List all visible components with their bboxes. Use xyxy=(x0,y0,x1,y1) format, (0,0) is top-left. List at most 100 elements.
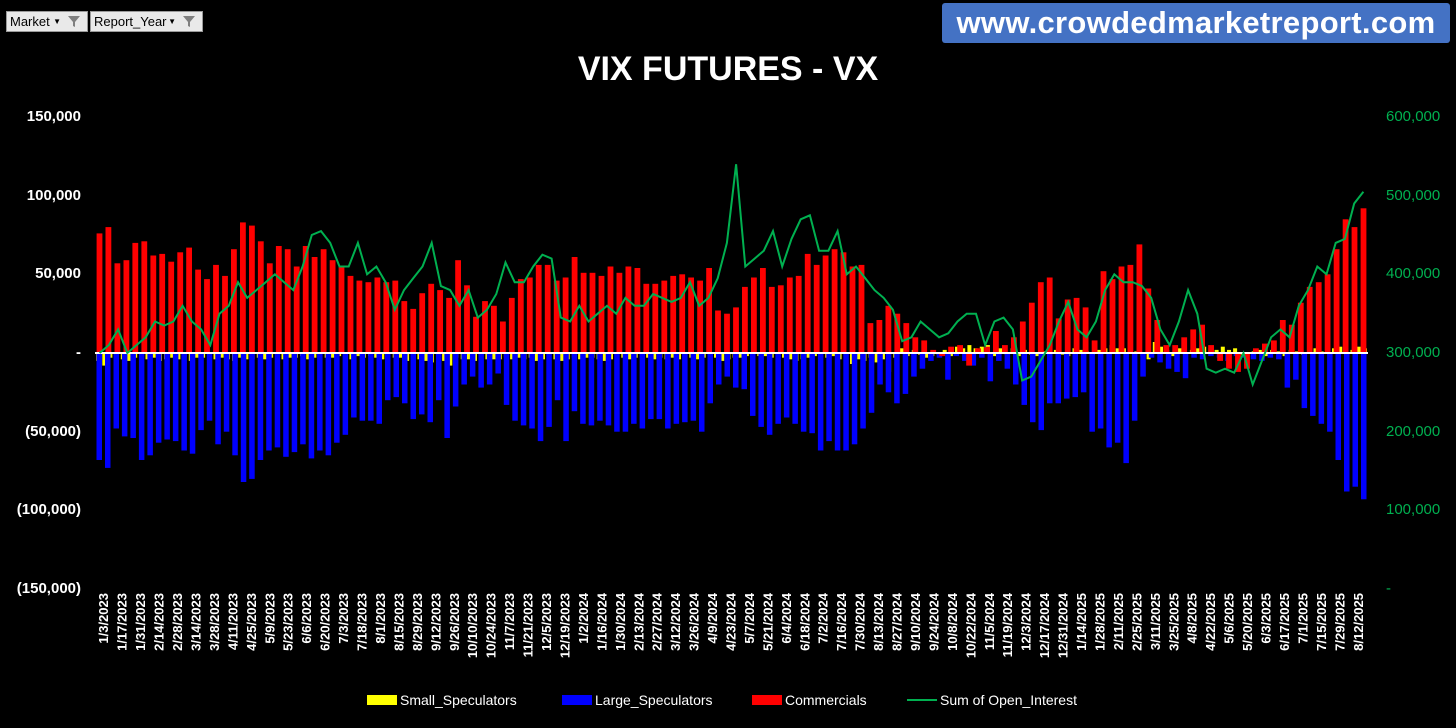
small-speculators-bar xyxy=(195,353,199,358)
small-speculators-bar xyxy=(1177,348,1182,353)
commercials-bar xyxy=(634,268,641,353)
commercials-bar xyxy=(912,337,919,353)
large-speculators-bar xyxy=(1199,353,1206,360)
large-speculators-bar xyxy=(334,353,340,443)
commercials-bar xyxy=(473,316,479,353)
small-speculators-bar xyxy=(578,353,583,360)
x-tick-label: 4/23/2024 xyxy=(724,592,739,651)
large-speculators-bar xyxy=(1047,353,1053,404)
commercials-bar xyxy=(1217,353,1223,361)
commercials-bar xyxy=(1127,264,1134,353)
large-speculators-bar xyxy=(1361,353,1367,500)
commercials-bar xyxy=(975,348,981,353)
x-tick-label: 11/7/2023 xyxy=(502,593,517,650)
small-speculators-bar xyxy=(584,353,589,358)
x-tick-label: 6/6/2023 xyxy=(299,593,314,644)
small-speculators-bar xyxy=(1115,348,1120,353)
large-speculators-bar xyxy=(359,353,366,421)
large-speculators-bar xyxy=(673,353,680,424)
large-speculators-bar xyxy=(291,353,298,453)
small-speculators-bar xyxy=(992,353,997,357)
small-speculators-bar xyxy=(967,345,972,353)
small-speculators-bar xyxy=(1220,346,1225,353)
small-speculators-bar xyxy=(510,353,515,360)
x-tick-label: 1/17/2023 xyxy=(115,593,130,651)
report-year-filter-button[interactable]: Report_Year ▼ xyxy=(90,11,203,32)
y-left-tick-label: (100,000) xyxy=(16,501,81,519)
commercials-bar xyxy=(177,252,184,353)
large-speculators-bar xyxy=(1318,353,1325,424)
y-left-tick-label: 150,000 xyxy=(26,108,81,125)
small-speculators-bar xyxy=(979,346,984,353)
large-speculators-bar xyxy=(1080,353,1087,393)
x-tick-label: 5/20/2025 xyxy=(1240,593,1255,651)
commercials-bar xyxy=(1297,302,1304,353)
x-tick-label: 6/17/2025 xyxy=(1277,593,1292,651)
large-speculators-bar xyxy=(1293,353,1299,380)
x-tick-label: 3/28/2023 xyxy=(207,593,222,651)
y-right-tick-label: 200,000 xyxy=(1386,422,1441,440)
commercials-bar xyxy=(822,255,829,353)
large-speculators-bar xyxy=(461,353,467,385)
commercials-bar xyxy=(1011,337,1017,353)
large-speculators-bar xyxy=(1013,353,1019,385)
small-speculators-bar xyxy=(1356,346,1361,353)
commercials-bar xyxy=(437,290,443,353)
commercials-bar xyxy=(706,268,712,353)
commercials-bar xyxy=(903,323,910,353)
market-filter-button[interactable]: Market ▼ xyxy=(6,11,88,32)
large-speculators-bar xyxy=(266,353,272,451)
large-speculators-bar xyxy=(1301,353,1308,409)
x-tick-label: 1/16/2024 xyxy=(594,592,609,651)
small-speculators-bar xyxy=(423,353,428,361)
commercials-bar xyxy=(715,310,721,353)
x-tick-label: 9/26/2023 xyxy=(447,593,462,651)
large-speculators-bar xyxy=(130,353,136,438)
commercials-bar xyxy=(679,274,686,353)
commercials-bar xyxy=(1172,345,1179,353)
commercials-bar xyxy=(688,277,694,353)
large-speculators-bar xyxy=(1259,353,1265,361)
x-tick-label: 10/8/2024 xyxy=(945,592,960,651)
commercials-bar xyxy=(249,225,255,353)
commercials-bar xyxy=(760,268,766,353)
commercials-bar xyxy=(257,241,264,353)
commercials-bar xyxy=(1002,345,1008,353)
small-speculators-bar xyxy=(1097,349,1102,353)
small-speculators-bar xyxy=(219,353,224,358)
legend-label-small: Small_Speculators xyxy=(400,692,517,708)
large-speculators-bar xyxy=(597,353,603,421)
y-left-tick-label: 100,000 xyxy=(26,186,81,204)
commercials-bar xyxy=(598,275,605,353)
x-tick-label: 3/11/2025 xyxy=(1148,593,1163,650)
x-tick-label: 2/13/2024 xyxy=(631,592,646,651)
commercials-bar xyxy=(302,246,309,353)
commercials-bar xyxy=(1037,282,1044,353)
legend-label-large: Large_Speculators xyxy=(595,692,713,708)
x-tick-label: 1/3/2023 xyxy=(96,593,111,644)
commercials-bar xyxy=(1181,337,1188,353)
commercials-bar xyxy=(1190,329,1197,353)
commercials-bar xyxy=(535,264,542,353)
legend-item-open-interest: Sum of Open_Interest xyxy=(907,692,1077,708)
large-speculators-bar xyxy=(800,353,807,432)
small-speculators-bar xyxy=(880,353,885,360)
commercials-bar xyxy=(275,246,282,353)
commercials-bar xyxy=(1288,324,1295,353)
commercials-bar xyxy=(733,307,739,353)
filter-funnel-icon xyxy=(68,16,80,27)
commercials-bar xyxy=(858,264,865,353)
x-tick-label: 8/1/2023 xyxy=(373,593,388,644)
large-speculators-bar xyxy=(393,353,399,398)
commercials-bar xyxy=(392,280,399,353)
small-speculators-bar xyxy=(1196,348,1201,353)
large-speculators-bar xyxy=(283,353,289,457)
large-speculators-bar xyxy=(155,353,162,443)
x-tick-label: 5/9/2023 xyxy=(262,593,277,644)
x-tick-label: 3/25/2025 xyxy=(1166,593,1181,651)
large-speculators-bar xyxy=(860,353,866,429)
x-tick-label: 7/3/2023 xyxy=(336,593,351,644)
large-speculators-bar xyxy=(215,353,221,445)
x-tick-label: 8/12/2025 xyxy=(1351,593,1366,651)
